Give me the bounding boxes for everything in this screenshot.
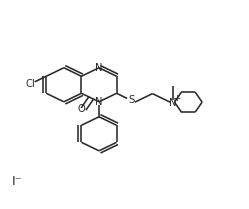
Text: I⁻: I⁻ — [12, 175, 22, 188]
Text: S: S — [128, 95, 134, 105]
Text: O: O — [78, 104, 85, 114]
Text: N: N — [169, 98, 177, 108]
Text: N: N — [95, 63, 103, 73]
Text: Cl: Cl — [25, 79, 35, 89]
Text: +: + — [173, 94, 180, 103]
Text: N: N — [95, 97, 103, 107]
